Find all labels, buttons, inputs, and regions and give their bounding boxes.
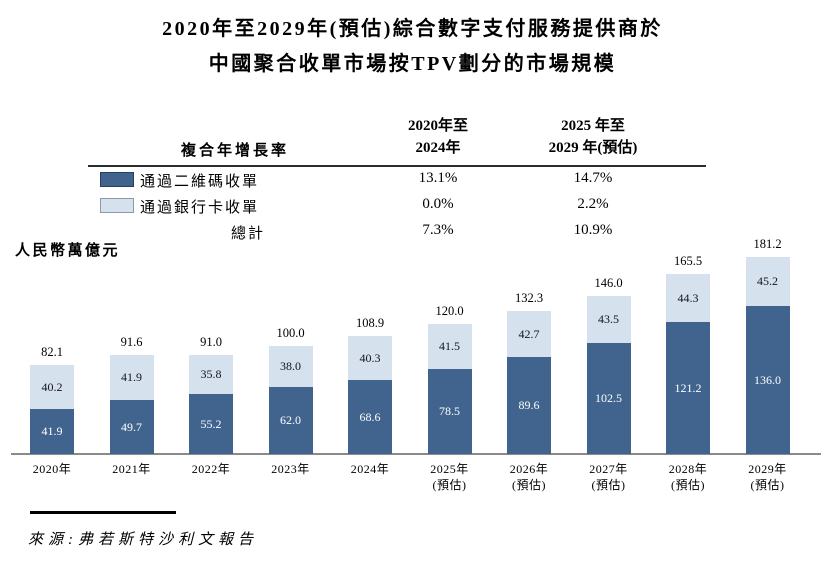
x-axis-label-2024年: 2024年 (350, 462, 390, 476)
qr-segment: 136.0 (745, 306, 790, 454)
total-value-label: 91.0 (200, 335, 222, 349)
cagr-period2-line2: 2029 年(預估) (548, 139, 638, 156)
cagr-table-header: 複合年增長率 2020年至 2024年 2025 年至 2029 年(預估) (88, 116, 706, 162)
qr-segment: 102.5 (586, 343, 631, 454)
source-divider (30, 511, 176, 514)
bankcard-series-swatch (100, 198, 134, 213)
total-value-label: 181.2 (753, 237, 782, 251)
cagr-period2-line1: 2025 年至 (561, 118, 625, 134)
bar-group-2025年: 120.0 41.5 78.5 (427, 304, 472, 454)
x-axis-label-2029年: 2029年 (預估) (748, 462, 787, 493)
chart-title-line2: 中國聚合收單市場按TPV劃分的市場規模 (208, 53, 617, 75)
x-axis-label-2023年: 2023年 (271, 462, 310, 476)
cagr-row-qr: 通過二維碼收單 13.1% 14.7% (88, 167, 706, 193)
total-value-label: 82.1 (41, 345, 63, 359)
total-value-label: 146.0 (594, 276, 623, 290)
total-value-label: 132.3 (514, 291, 544, 305)
x-axis-line (11, 453, 821, 455)
total-value-label: 91.6 (120, 335, 143, 349)
x-axis-label-2022年: 2022年 (191, 462, 231, 476)
bankcard-cagr-2025-2029: 2.2% (577, 196, 609, 212)
total-value-label: 120.0 (435, 304, 464, 318)
bankcard-segment: 41.9 (109, 355, 154, 400)
bankcard-segment: 44.3 (666, 274, 710, 322)
cagr-period2-header: 2025 年至 2029 年(預估) (518, 116, 668, 160)
x-axis-label-2027年: 2027年 (預估) (589, 462, 628, 493)
cagr-row-bankcard: 通過銀行卡收單 0.0% 2.2% (88, 193, 706, 219)
bar-group-2020年: 82.1 40.2 41.9 (30, 345, 74, 454)
bankcard-segment: 42.7 (507, 311, 551, 357)
total-cagr-2020-2024: 7.3% (422, 222, 454, 238)
table-header-rule (88, 165, 706, 167)
qr-segment: 49.7 (109, 400, 154, 454)
x-axis-label-2021年: 2021年 (112, 462, 151, 476)
cagr-period1-line1: 2020年至 (407, 118, 468, 134)
cagr-table: 複合年增長率 2020年至 2024年 2025 年至 2029 年(預估) 通過二… (88, 116, 706, 245)
total-cagr-2025-2029: 10.9% (573, 222, 613, 238)
bankcard-segment: 40.2 (30, 365, 74, 409)
bar-group-2026年: 132.3 42.7 89.6 (507, 291, 551, 454)
bankcard-segment: 35.8 (189, 355, 233, 394)
cagr-header-label: 複合年增長率 (180, 143, 289, 159)
bankcard-segment: 38.0 (268, 346, 313, 387)
qr-segment: 89.6 (507, 357, 551, 454)
bankcard-segment: 41.5 (427, 324, 472, 369)
x-axis-label-2025年: 2025年 (預估) (430, 462, 469, 493)
y-axis-unit-label: 人民幣萬億元 (15, 243, 121, 259)
chart-title-line1: 2020年至2029年(預估)綜合數字支付服務提供商於 (162, 18, 663, 40)
total-value-label: 100.0 (276, 326, 305, 340)
qr-segment: 41.9 (30, 409, 74, 454)
qr-series-swatch (100, 172, 134, 187)
bar-group-2029年: 181.2 45.2 136.0 (745, 237, 790, 454)
total-value-label: 108.9 (355, 316, 385, 330)
bar-group-2024年: 108.9 40.3 68.6 (348, 316, 392, 454)
x-axis-label-2026年: 2026年 (預估) (509, 462, 549, 493)
bar-group-2023年: 100.0 38.0 62.0 (268, 326, 313, 454)
bar-group-2022年: 91.0 35.8 55.2 (189, 335, 233, 454)
bar-group-2028年: 165.5 44.3 121.2 (666, 254, 710, 454)
bar-group-2021年: 91.6 41.9 49.7 (109, 335, 154, 454)
bankcard-segment: 43.5 (586, 296, 631, 343)
cagr-period1-header: 2020年至 2024年 (373, 116, 503, 160)
source-note: 來源:弗若斯特沙利文報告 (28, 532, 258, 548)
cagr-row-total: 總計 7.3% 10.9% (88, 219, 706, 245)
qr-segment: 68.6 (348, 380, 392, 454)
cagr-period1-line2: 2024年 (415, 139, 461, 156)
qr-segment: 55.2 (189, 394, 233, 454)
total-row-label: 總計 (230, 226, 265, 242)
x-axis-label-2020年: 2020年 (32, 462, 72, 476)
bankcard-segment: 45.2 (745, 257, 790, 306)
qr-cagr-2025-2029: 14.7% (573, 170, 613, 186)
plot-area: 82.1 40.2 41.9 91.6 41.9 49.7 91.0 35.8 55.2 100.… (0, 237, 825, 455)
qr-segment: 121.2 (666, 322, 710, 454)
bankcard-segment: 40.3 (348, 336, 392, 380)
bar-group-2027年: 146.0 43.5 102.5 (586, 276, 631, 454)
qr-series-label: 通過二維碼收單 (140, 174, 260, 190)
x-axis-label-2028年: 2028年 (預估) (668, 462, 708, 493)
chart-title: 2020年至2029年(預估)綜合數字支付服務提供商於 中國聚合收單市場按TPV… (0, 12, 825, 82)
x-axis-labels: 2020年 2021年 2022年 2023年 2024年 2025年 (預估) 2026年(… (0, 461, 825, 501)
qr-segment: 78.5 (427, 369, 472, 454)
qr-cagr-2020-2024: 13.1% (418, 170, 458, 186)
total-value-label: 165.5 (673, 254, 703, 268)
bankcard-series-label: 通過銀行卡收單 (140, 200, 260, 216)
qr-segment: 62.0 (268, 387, 313, 454)
bankcard-cagr-2020-2024: 0.0% (422, 196, 454, 212)
